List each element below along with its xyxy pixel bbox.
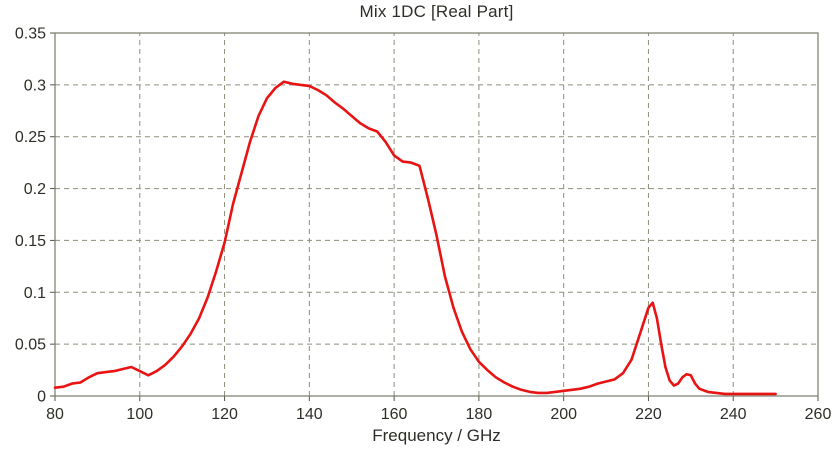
x-tick-label: 200 [550, 406, 577, 423]
x-tick-label: 160 [381, 406, 408, 423]
y-tick-label: 0.1 [24, 285, 46, 302]
y-tick-label: 0.3 [24, 77, 46, 94]
y-tick-label: 0.25 [15, 129, 46, 146]
x-tick-label: 100 [126, 406, 153, 423]
x-tick-label: 80 [46, 406, 64, 423]
y-tick-label: 0.05 [15, 337, 46, 354]
y-tick-label: 0.15 [15, 233, 46, 250]
x-tick-label: 220 [635, 406, 662, 423]
y-tick-label: 0.2 [24, 181, 46, 198]
x-tick-label: 180 [466, 406, 493, 423]
y-tick-label: 0 [37, 389, 46, 406]
x-tick-label: 260 [805, 406, 832, 423]
chart-title: Mix 1DC [Real Part] [359, 2, 514, 21]
x-tick-label: 240 [720, 406, 747, 423]
x-tick-label: 140 [296, 406, 323, 423]
plot-frame [54, 32, 819, 397]
series-line [53, 80, 777, 396]
x-axis-label: Frequency / GHz [372, 426, 501, 445]
y-tick-label: 0.35 [15, 26, 46, 43]
x-tick-label: 120 [211, 406, 238, 423]
